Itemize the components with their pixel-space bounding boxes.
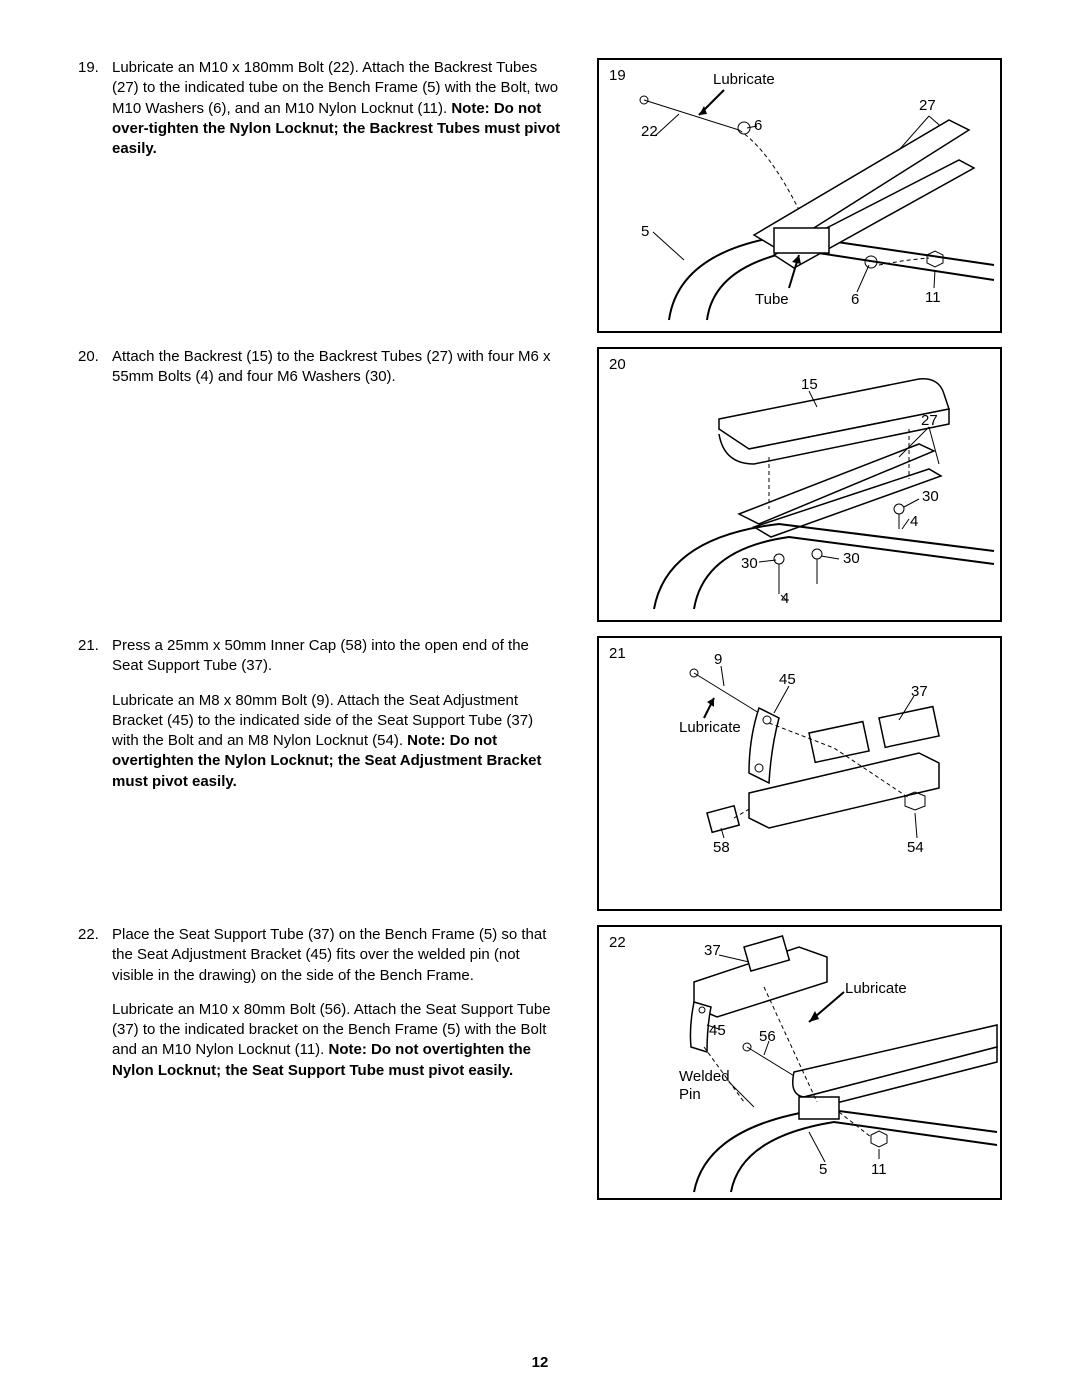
fig-label: 37 bbox=[911, 682, 928, 702]
fig-label: 45 bbox=[779, 670, 796, 690]
figure-20-svg bbox=[599, 349, 1000, 620]
fig-label: Lubricate bbox=[845, 979, 907, 999]
fig-label: 9 bbox=[714, 650, 722, 670]
fig-label: 54 bbox=[907, 838, 924, 858]
figure-22-svg bbox=[599, 927, 1000, 1198]
page-number: 12 bbox=[0, 1353, 1080, 1373]
step-text: 22. Place the Seat Support Tube (37) on … bbox=[78, 925, 573, 1095]
step-body: Press a 25mm x 50mm Inner Cap (58) into … bbox=[112, 636, 563, 806]
step-body: Place the Seat Support Tube (37) on the … bbox=[112, 925, 563, 1095]
figure-19: 19 bbox=[597, 58, 1002, 333]
fig-label: 5 bbox=[641, 222, 649, 242]
step-body: Attach the Backrest (15) to the Backrest… bbox=[112, 347, 563, 402]
figure-22: 22 bbox=[597, 925, 1002, 1200]
step-text-run: Place the Seat Support Tube (37) on the … bbox=[112, 926, 546, 984]
step-text: 20. Attach the Backrest (15) to the Back… bbox=[78, 347, 573, 402]
step-number: 19. bbox=[78, 58, 112, 78]
fig-label: 6 bbox=[754, 116, 762, 136]
fig-label: 4 bbox=[910, 512, 918, 532]
fig-label: 30 bbox=[741, 554, 758, 574]
fig-label: 30 bbox=[843, 549, 860, 569]
step-row: 21. Press a 25mm x 50mm Inner Cap (58) i… bbox=[78, 636, 1002, 911]
step-row: 20. Attach the Backrest (15) to the Back… bbox=[78, 347, 1002, 622]
fig-label: Lubricate bbox=[713, 70, 775, 90]
step-number: 22. bbox=[78, 925, 112, 945]
step-number: 20. bbox=[78, 347, 112, 367]
fig-label: 27 bbox=[921, 411, 938, 431]
figure-21: 21 bbox=[597, 636, 1002, 911]
manual-page: 19. Lubricate an M10 x 180mm Bolt (22). … bbox=[0, 0, 1080, 1397]
step-text-run: Press a 25mm x 50mm Inner Cap (58) into … bbox=[112, 637, 529, 674]
figure-20: 20 bbox=[597, 347, 1002, 622]
step-text: 19. Lubricate an M10 x 180mm Bolt (22). … bbox=[78, 58, 573, 173]
fig-label: 27 bbox=[919, 96, 936, 116]
fig-label: 15 bbox=[801, 375, 818, 395]
fig-label: 58 bbox=[713, 838, 730, 858]
fig-label: 37 bbox=[704, 941, 721, 961]
fig-label: Tube bbox=[755, 290, 789, 310]
step-row: 19. Lubricate an M10 x 180mm Bolt (22). … bbox=[78, 58, 1002, 333]
step-text: 21. Press a 25mm x 50mm Inner Cap (58) i… bbox=[78, 636, 573, 806]
step-number: 21. bbox=[78, 636, 112, 656]
fig-label: 4 bbox=[781, 589, 789, 609]
fig-label: 30 bbox=[922, 487, 939, 507]
figure-21-svg bbox=[599, 638, 1000, 909]
fig-label: 11 bbox=[871, 1160, 887, 1180]
step-text-run: Attach the Backrest (15) to the Backrest… bbox=[112, 348, 551, 385]
fig-label: 56 bbox=[759, 1027, 776, 1047]
fig-label: 11 bbox=[925, 288, 941, 308]
fig-label: 6 bbox=[851, 290, 859, 310]
step-row: 22. Place the Seat Support Tube (37) on … bbox=[78, 925, 1002, 1200]
step-body: Lubricate an M10 x 180mm Bolt (22). Atta… bbox=[112, 58, 563, 173]
fig-label: 22 bbox=[641, 122, 658, 142]
fig-label: Lubricate bbox=[679, 718, 741, 738]
fig-label: 5 bbox=[819, 1160, 827, 1180]
fig-label: 45 bbox=[709, 1021, 726, 1041]
fig-label: Pin bbox=[679, 1085, 701, 1105]
